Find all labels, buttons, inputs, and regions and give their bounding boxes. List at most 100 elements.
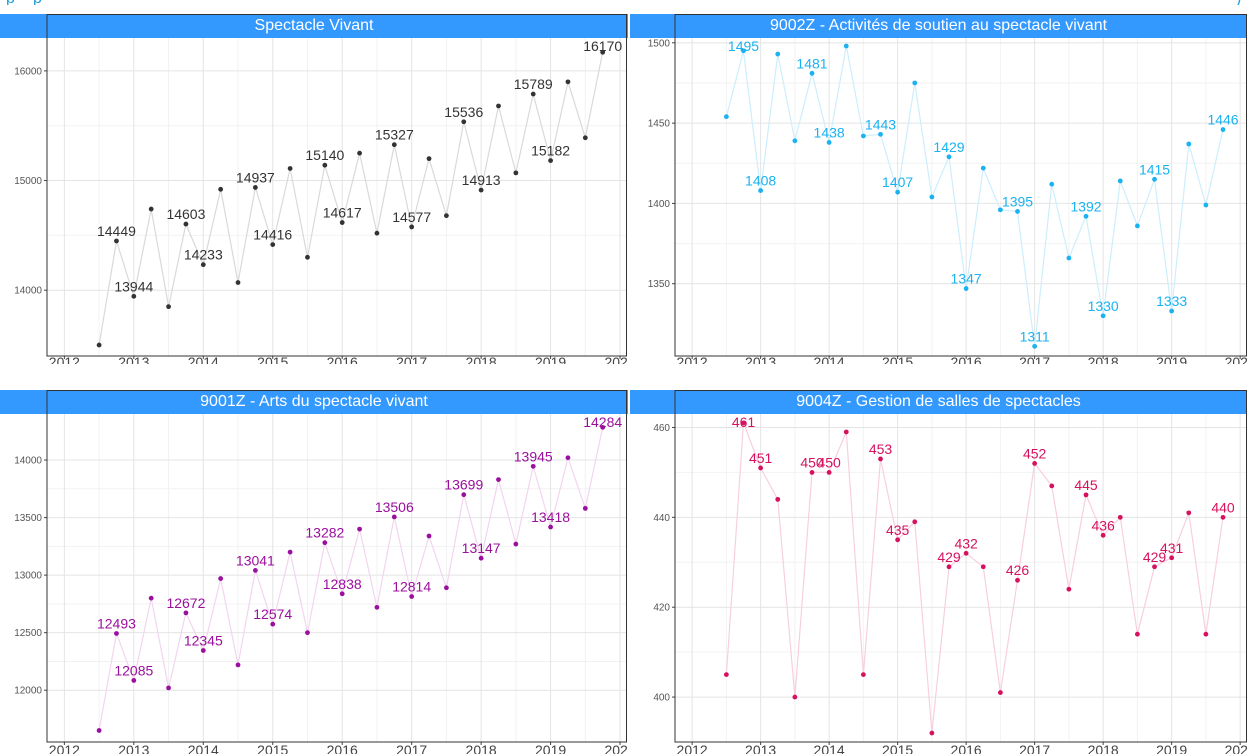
data-point	[183, 610, 189, 616]
data-point	[843, 43, 849, 49]
y-tick-label: 16000	[14, 66, 42, 77]
y-tick-label: 12500	[14, 628, 42, 639]
data-label: 16170	[583, 38, 622, 54]
panel-title: Spectacle Vivant	[0, 14, 628, 38]
data-label: 12345	[184, 633, 223, 649]
x-tick-label: 2019	[535, 354, 566, 364]
y-tick-label: 13000	[14, 571, 42, 582]
data-point	[1169, 308, 1175, 314]
data-point	[895, 537, 901, 543]
data-label: 13041	[236, 552, 275, 568]
data-point	[929, 194, 935, 200]
data-point	[444, 213, 449, 219]
y-tick-label: 460	[653, 423, 670, 434]
data-point	[374, 604, 380, 610]
data-label: 452	[1023, 445, 1047, 461]
data-point	[166, 304, 171, 310]
data-point	[496, 103, 501, 109]
plot-background	[47, 38, 627, 356]
series-line	[98, 427, 604, 731]
data-point	[1032, 461, 1038, 466]
data-point	[565, 455, 571, 461]
data-point	[148, 206, 154, 212]
data-point	[166, 685, 171, 691]
data-label: 1443	[865, 116, 896, 132]
data-point	[792, 694, 798, 700]
x-tick-label: 2012	[49, 742, 80, 754]
data-label: 12838	[323, 576, 362, 592]
data-label: 15182	[531, 143, 570, 159]
panel-title: 9001Z - Arts du spectacle vivant	[0, 390, 628, 414]
y-tick-label: 400	[653, 693, 670, 704]
data-point	[1049, 483, 1055, 489]
data-label: 1481	[796, 55, 827, 71]
data-label: 450	[817, 454, 841, 470]
data-point	[843, 429, 849, 435]
data-label: 436	[1091, 517, 1115, 533]
data-point	[723, 672, 729, 678]
data-label: 14913	[462, 172, 501, 188]
data-label: 1333	[1156, 293, 1187, 309]
data-label: 440	[1211, 499, 1235, 515]
data-point	[997, 690, 1003, 695]
x-tick-label: 2014	[814, 742, 845, 754]
data-point	[946, 154, 952, 160]
x-tick-label: 2016	[951, 742, 982, 754]
data-label: 1438	[814, 124, 845, 140]
data-point	[600, 49, 606, 55]
data-point	[287, 549, 293, 555]
x-tick-label: 2018	[466, 354, 497, 364]
data-label: 445	[1074, 477, 1098, 493]
x-tick-label: 2019	[1156, 354, 1187, 364]
y-tick-label: 13500	[14, 513, 42, 524]
data-point	[391, 142, 397, 148]
y-tick-label: 1500	[648, 38, 671, 49]
data-point	[1220, 127, 1226, 132]
data-label: 14937	[236, 169, 275, 185]
data-label: 1415	[1139, 161, 1170, 177]
x-tick-label: 2017	[1019, 354, 1050, 364]
header-fragment-left: p	[6, 0, 15, 5]
data-point	[878, 131, 883, 137]
data-point	[461, 119, 467, 125]
data-label: 15536	[444, 104, 483, 120]
data-label: 15789	[514, 76, 553, 92]
data-point	[235, 662, 241, 668]
data-point	[513, 170, 519, 176]
x-tick-label: 2020	[604, 354, 628, 364]
data-point	[114, 631, 119, 636]
y-tick-label: 12000	[14, 686, 42, 697]
data-point	[1134, 223, 1140, 229]
data-point	[1220, 514, 1226, 520]
data-point	[1203, 631, 1209, 637]
data-label: 429	[1143, 549, 1167, 565]
data-label: 15327	[375, 127, 414, 143]
data-point	[860, 133, 866, 139]
data-point	[912, 80, 918, 86]
data-point	[1169, 555, 1175, 561]
data-point	[409, 224, 415, 230]
x-tick-label: 2014	[188, 742, 219, 754]
panel-gestion-salles: 9004Z - Gestion de salles de spectacles …	[630, 390, 1247, 754]
data-point	[305, 630, 310, 636]
data-point	[758, 465, 764, 471]
x-tick-label: 2015	[257, 354, 288, 364]
data-label: 12672	[166, 595, 205, 611]
y-tick-label: 1400	[648, 199, 671, 210]
x-tick-label: 2017	[1019, 742, 1050, 754]
data-label: 1495	[728, 38, 759, 54]
data-point	[860, 672, 866, 678]
data-point	[1083, 213, 1089, 219]
data-point	[929, 730, 935, 736]
data-point	[1066, 255, 1072, 261]
data-label: 435	[886, 522, 910, 538]
data-label: 14449	[97, 223, 136, 239]
y-tick-label: 440	[653, 513, 670, 524]
data-label: 13147	[462, 540, 501, 556]
data-point	[963, 286, 969, 291]
data-point	[339, 591, 345, 597]
data-point	[1015, 209, 1020, 214]
data-point	[1083, 492, 1089, 498]
x-tick-label: 2013	[118, 354, 149, 364]
data-point	[200, 262, 206, 268]
